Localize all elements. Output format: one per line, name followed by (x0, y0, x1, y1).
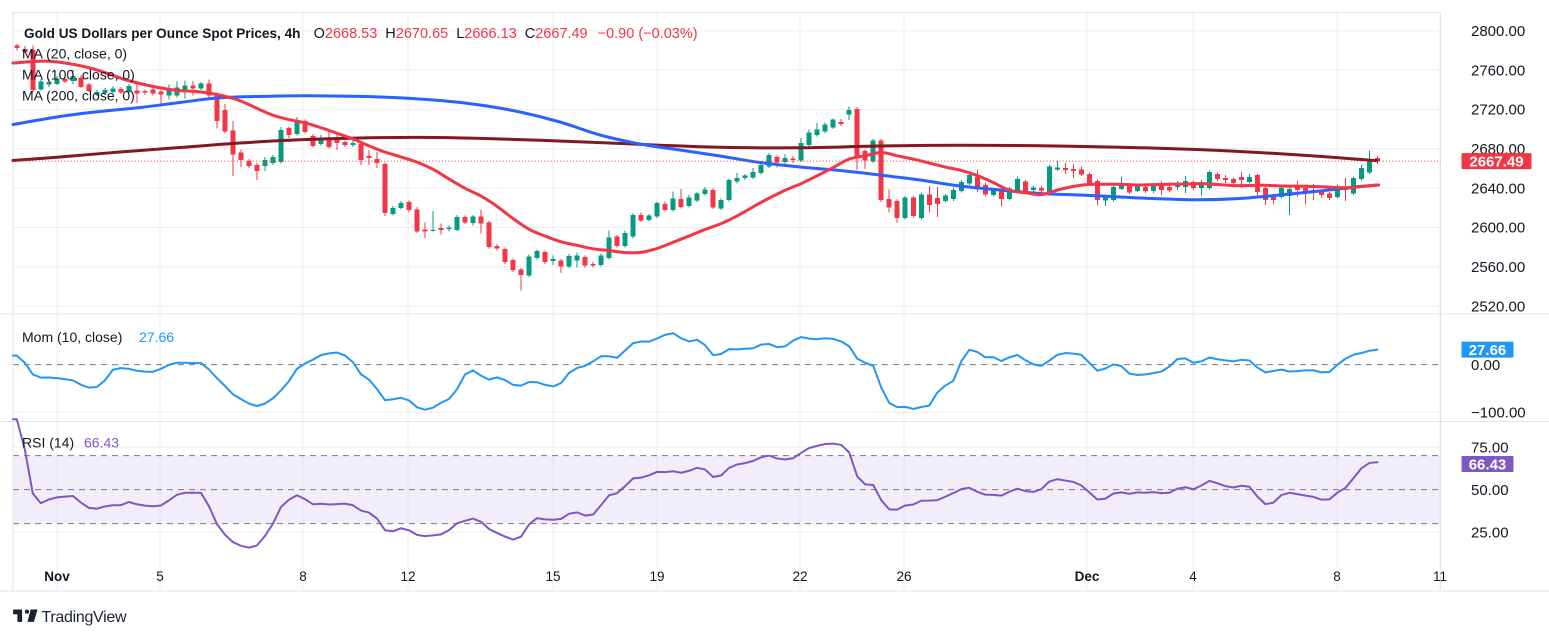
svg-text:2600.00: 2600.00 (1471, 220, 1525, 237)
svg-text:Mom (10, close) 27.66: Mom (10, close) 27.66 (22, 329, 174, 345)
svg-text:19: 19 (649, 569, 664, 584)
svg-text:50.00: 50.00 (1471, 482, 1509, 499)
svg-text:8: 8 (299, 569, 307, 584)
svg-text:Gold US Dollars per Ounce Spot: Gold US Dollars per Ounce Spot Prices, 4… (24, 26, 300, 41)
svg-text:22: 22 (792, 569, 807, 584)
svg-text:2720.00: 2720.00 (1471, 102, 1525, 119)
svg-text:MA (100, close, 0): MA (100, close, 0) (22, 67, 135, 83)
svg-text:Dec: Dec (1075, 569, 1100, 584)
svg-text:2560.00: 2560.00 (1471, 259, 1525, 276)
svg-text:2667.49: 2667.49 (1469, 153, 1523, 170)
svg-text:5: 5 (156, 569, 164, 584)
svg-text:8: 8 (1333, 569, 1341, 584)
svg-text:2800.00: 2800.00 (1471, 23, 1525, 40)
svg-text:TradingView: TradingView (42, 609, 127, 626)
svg-text:75.00: 75.00 (1471, 439, 1509, 456)
svg-text:2640.00: 2640.00 (1471, 180, 1525, 197)
svg-text:2760.00: 2760.00 (1471, 62, 1525, 79)
svg-text:−100.00: −100.00 (1471, 405, 1526, 422)
svg-text:4: 4 (1189, 569, 1197, 584)
svg-text:2520.00: 2520.00 (1471, 298, 1525, 315)
svg-text:12: 12 (400, 569, 415, 584)
svg-text:MA (20, close, 0): MA (20, close, 0) (22, 46, 127, 62)
svg-text:15: 15 (545, 569, 560, 584)
svg-text:RSI (14) 66.43: RSI (14) 66.43 (22, 435, 119, 451)
svg-text:27.66: 27.66 (1469, 342, 1507, 359)
svg-text:66.43: 66.43 (1469, 456, 1507, 473)
svg-text:25.00: 25.00 (1471, 524, 1509, 541)
svg-text:11: 11 (1433, 569, 1447, 584)
svg-text:26: 26 (896, 569, 911, 584)
svg-text:0.00: 0.00 (1471, 357, 1500, 374)
svg-text:MA (200, close, 0): MA (200, close, 0) (22, 88, 135, 104)
svg-text:Nov: Nov (44, 569, 70, 584)
